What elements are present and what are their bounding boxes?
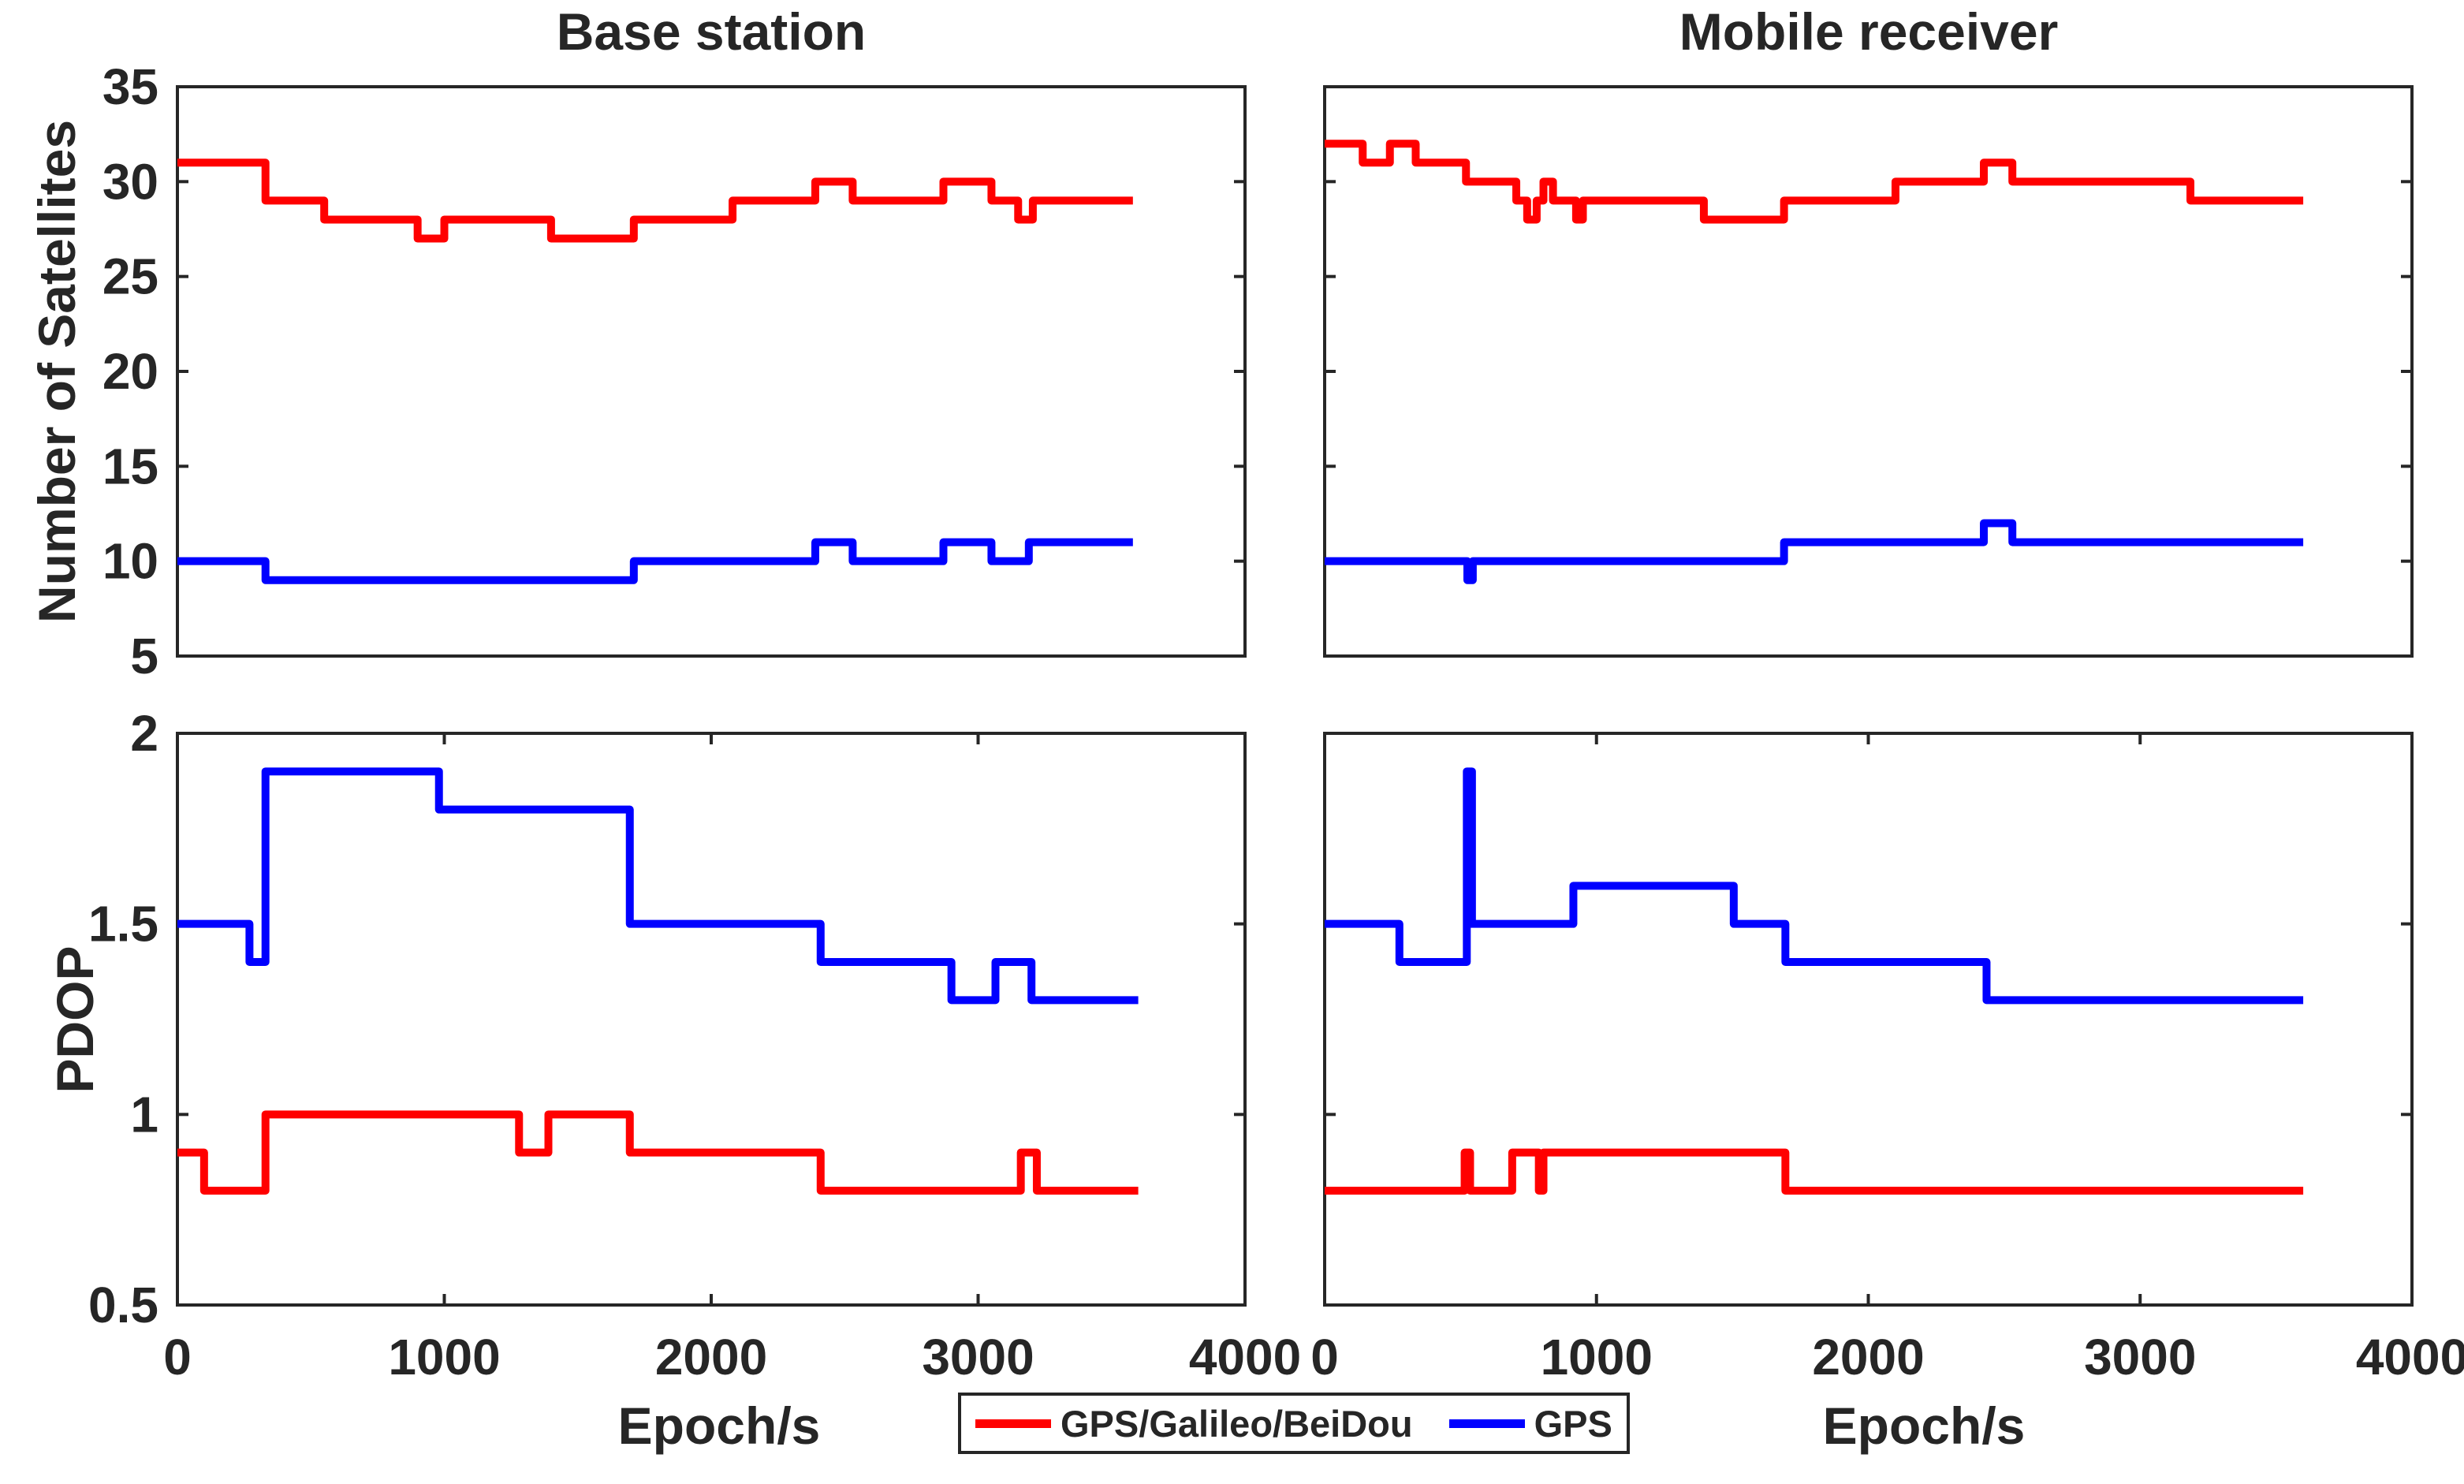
x-tick-label: 3000 — [922, 1329, 1034, 1385]
x-tick-label: 3000 — [2084, 1329, 2196, 1385]
series-line-gps — [1325, 767, 2304, 1005]
xlabel-epoch-right: Epoch/s — [1822, 1396, 2026, 1455]
y-tick-label: 2 — [130, 705, 158, 762]
plot-bottom-right: 0 1000 2000 3000 4000 — [1310, 732, 2464, 1385]
y-tick-label: 30 — [103, 153, 158, 210]
legend-label-gps-galileo-beidou: GPS/Galileo/BeiDou — [1061, 1402, 1413, 1445]
axes-box-bottom-left — [176, 732, 1247, 1307]
x-tick-label: 2000 — [1812, 1329, 1924, 1385]
y-tick-label: 5 — [130, 628, 158, 684]
ylabel-number-of-satellites: Number of Satellites — [28, 119, 86, 624]
plot-bottom-left: 0.5 1 1.5 2 0 1000 2000 3000 4000 — [88, 705, 1301, 1385]
legend-box: GPS/Galileo/BeiDou GPS — [958, 1393, 1630, 1454]
series-line-gps-galileo-beidou — [177, 1110, 1139, 1195]
legend-sample-gps-galileo-beidou-line — [975, 1419, 1051, 1428]
y-tick-label: 20 — [103, 343, 158, 400]
x-tick-label: 4000 — [1189, 1329, 1301, 1385]
plot-top-right — [1323, 85, 2414, 658]
y-tick-label: 15 — [103, 438, 158, 494]
x-tick-label: 1000 — [1541, 1329, 1653, 1385]
x-tick-label: 2000 — [655, 1329, 767, 1385]
series-line-gps — [177, 538, 1133, 584]
series-line-gps-galileo-beidou — [177, 158, 1133, 243]
legend-sample-gps-line — [1448, 1419, 1525, 1428]
x-tick-label: 0 — [163, 1329, 192, 1385]
axes-box-top-left — [176, 85, 1247, 658]
axes-box-top-right — [1323, 85, 2414, 658]
y-tick-label: 10 — [103, 533, 158, 590]
axes-box-bottom-right — [1323, 732, 2414, 1307]
series-line-gps-galileo-beidou — [1325, 1148, 2304, 1195]
y-tick-label: 35 — [103, 58, 158, 115]
title-base-station: Base station — [556, 2, 867, 61]
series-line-gps — [177, 767, 1139, 1005]
title-mobile-receiver: Mobile receiver — [1679, 2, 2059, 61]
y-tick-label: 25 — [103, 248, 158, 305]
series-line-gps-galileo-beidou — [1325, 140, 2304, 224]
y-tick-label: 1 — [130, 1086, 158, 1143]
y-tick-label: 1.5 — [88, 896, 158, 953]
x-tick-label: 4000 — [2356, 1329, 2464, 1385]
ylabel-pdop: PDOP — [46, 945, 104, 1094]
x-tick-label: 0 — [1310, 1329, 1339, 1385]
xlabel-epoch-left: Epoch/s — [617, 1396, 821, 1455]
series-line-gps — [1325, 519, 2304, 584]
plot-top-left: 5 10 15 20 25 30 35 — [103, 58, 1247, 684]
legend-label-gps: GPS — [1534, 1402, 1612, 1445]
x-tick-label: 1000 — [388, 1329, 500, 1385]
y-tick-label: 0.5 — [88, 1277, 158, 1333]
